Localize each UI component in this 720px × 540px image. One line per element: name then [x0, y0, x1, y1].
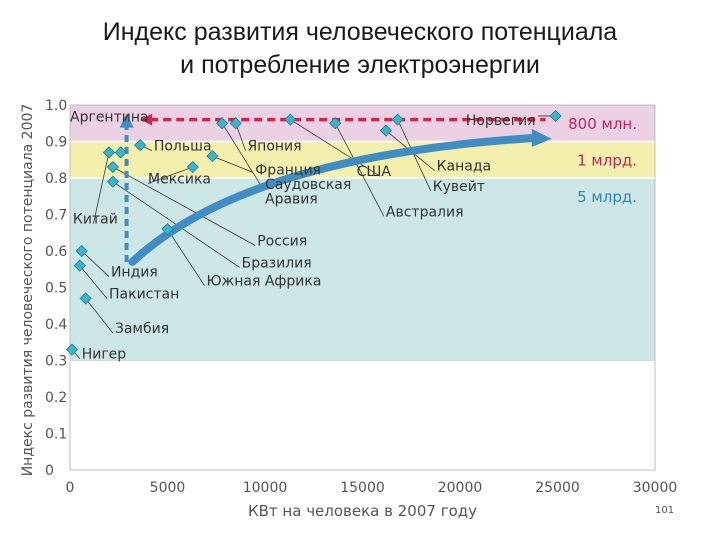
- data-point-10: [75, 244, 88, 258]
- data-point-11: [73, 259, 86, 272]
- country-label-9: Южная Африка: [207, 274, 322, 290]
- country-label-5: Саудовская: [265, 177, 351, 193]
- leader-line-18: [334, 123, 385, 217]
- data-point-16: [391, 113, 404, 126]
- band-label-0: 800 млн.: [568, 115, 637, 133]
- leader-line-7: [112, 166, 256, 246]
- country-label-11: Индия: [111, 265, 158, 281]
- data-point-9: [102, 146, 116, 159]
- x-tick-label-2: 10000: [243, 480, 288, 496]
- x-tick-label-3: 15000: [340, 480, 385, 496]
- population-bands: 800 млн. 1 млрд. 5 млрд.: [70, 105, 655, 361]
- leader-line-17: [397, 119, 432, 191]
- country-label-19: Норвегия: [466, 113, 536, 129]
- country-label-13: Замбия: [115, 321, 169, 337]
- data-point-5: [216, 117, 229, 130]
- data-point-17: [329, 117, 342, 130]
- data-point-4: [186, 160, 199, 174]
- y-tick-label-9: 0.9: [45, 135, 67, 151]
- country-label-18: Австралия: [386, 204, 464, 220]
- country-label-15: США: [357, 164, 392, 180]
- leader-line-15: [290, 119, 381, 177]
- data-point-13: [65, 343, 79, 356]
- data-point-14: [284, 113, 297, 126]
- data-point-18: [549, 109, 562, 123]
- data-point-3: [206, 150, 219, 163]
- data-point-15: [379, 124, 392, 137]
- leader-line-13: [85, 298, 114, 334]
- data-points: [65, 109, 562, 356]
- y-tick-label-2: 0.2: [45, 390, 67, 406]
- leader-line-12: [79, 265, 108, 299]
- country-label-14: Нигер: [82, 347, 127, 363]
- x-tick-label-6: 30000: [633, 480, 678, 496]
- country-label-7: Россия: [257, 234, 307, 250]
- chart-title-line-1: Индекс развития человеческого потенциала: [102, 18, 618, 46]
- data-point-12: [79, 292, 92, 305]
- x-tick-label-4: 20000: [438, 480, 483, 496]
- y-tick-label-6: 0.6: [45, 244, 67, 260]
- data-point-7: [106, 175, 119, 188]
- dashed-vertical-arrowhead: [119, 113, 134, 128]
- data-point-2: [229, 117, 242, 130]
- country-label-16: Канада: [437, 159, 492, 175]
- data-point-6: [161, 223, 174, 236]
- chart-title-line-2: и потребление электроэнергии: [180, 51, 540, 79]
- data-point-8: [106, 160, 119, 174]
- band-label-1: 1 млрд.: [577, 152, 637, 170]
- dashed-guides: [119, 113, 552, 266]
- y-tick-label-5: 0.5: [45, 281, 67, 297]
- data-point-1: [134, 139, 147, 152]
- x-tick-label-0: 0: [66, 480, 75, 496]
- y-tick-label-7: 0.7: [45, 208, 67, 224]
- y-tick-label-1: 0.1: [45, 427, 67, 443]
- country-label-4: Мексика: [148, 171, 211, 187]
- band-2: [70, 178, 655, 361]
- trend-arrow-head: [531, 128, 552, 147]
- country-label-8: Бразилия: [242, 255, 312, 271]
- country-label-10: Китай: [73, 212, 118, 228]
- country-label-0: Аргентина: [70, 109, 149, 125]
- country-label-6: Аравия: [265, 192, 318, 208]
- country-labels: Аргентина Польша Япония Франция Мексика Саудо…: [70, 109, 536, 362]
- y-tick-label-10: 1.0: [45, 98, 67, 114]
- axes: 0 0.1 0.2 0.3 0.4 0.5 0.6 0.7 0.8 0.9 1.0 0 5000 1000…: [20, 98, 677, 520]
- plot-frame: [69, 104, 656, 471]
- leader-line-9: [167, 228, 205, 286]
- leader-line-3: [235, 123, 246, 151]
- country-label-17: Кувейт: [433, 179, 485, 195]
- y-tick-label-0: 0: [45, 463, 54, 479]
- x-axis-label: КВт на человека в 2007 году: [248, 502, 477, 520]
- y-tick-label-4: 0.4: [45, 317, 67, 333]
- x-tick-label-1: 5000: [150, 480, 186, 496]
- country-label-2: Япония: [247, 139, 301, 155]
- y-tick-label-3: 0.3: [45, 354, 67, 370]
- x-tick-label-5: 25000: [535, 480, 580, 496]
- leader-line-5: [147, 166, 193, 184]
- country-label-1: Польша: [154, 139, 212, 155]
- chart-title: Индекс развития человеческого потенциала…: [0, 16, 720, 82]
- band-0: [70, 105, 655, 142]
- dashed-horizontal-arrowhead: [140, 113, 153, 126]
- leader-line-10: [93, 152, 110, 224]
- y-axis-label: Индекс развития человеческого потенциала…: [20, 104, 36, 477]
- band-label-2: 5 млрд.: [577, 188, 637, 206]
- trend-arrow-shaft: [128, 133, 540, 266]
- country-label-3: Франция: [255, 162, 321, 178]
- leader-line-11: [81, 250, 110, 277]
- data-point-0: [114, 146, 127, 159]
- leader-line-4: [212, 155, 254, 173]
- page-number: 101: [655, 505, 675, 516]
- plot-border: [69, 104, 656, 471]
- y-tick-label-8: 0.8: [45, 171, 67, 187]
- country-label-12: Пакистан: [109, 286, 179, 302]
- leader-line-6: [221, 123, 264, 190]
